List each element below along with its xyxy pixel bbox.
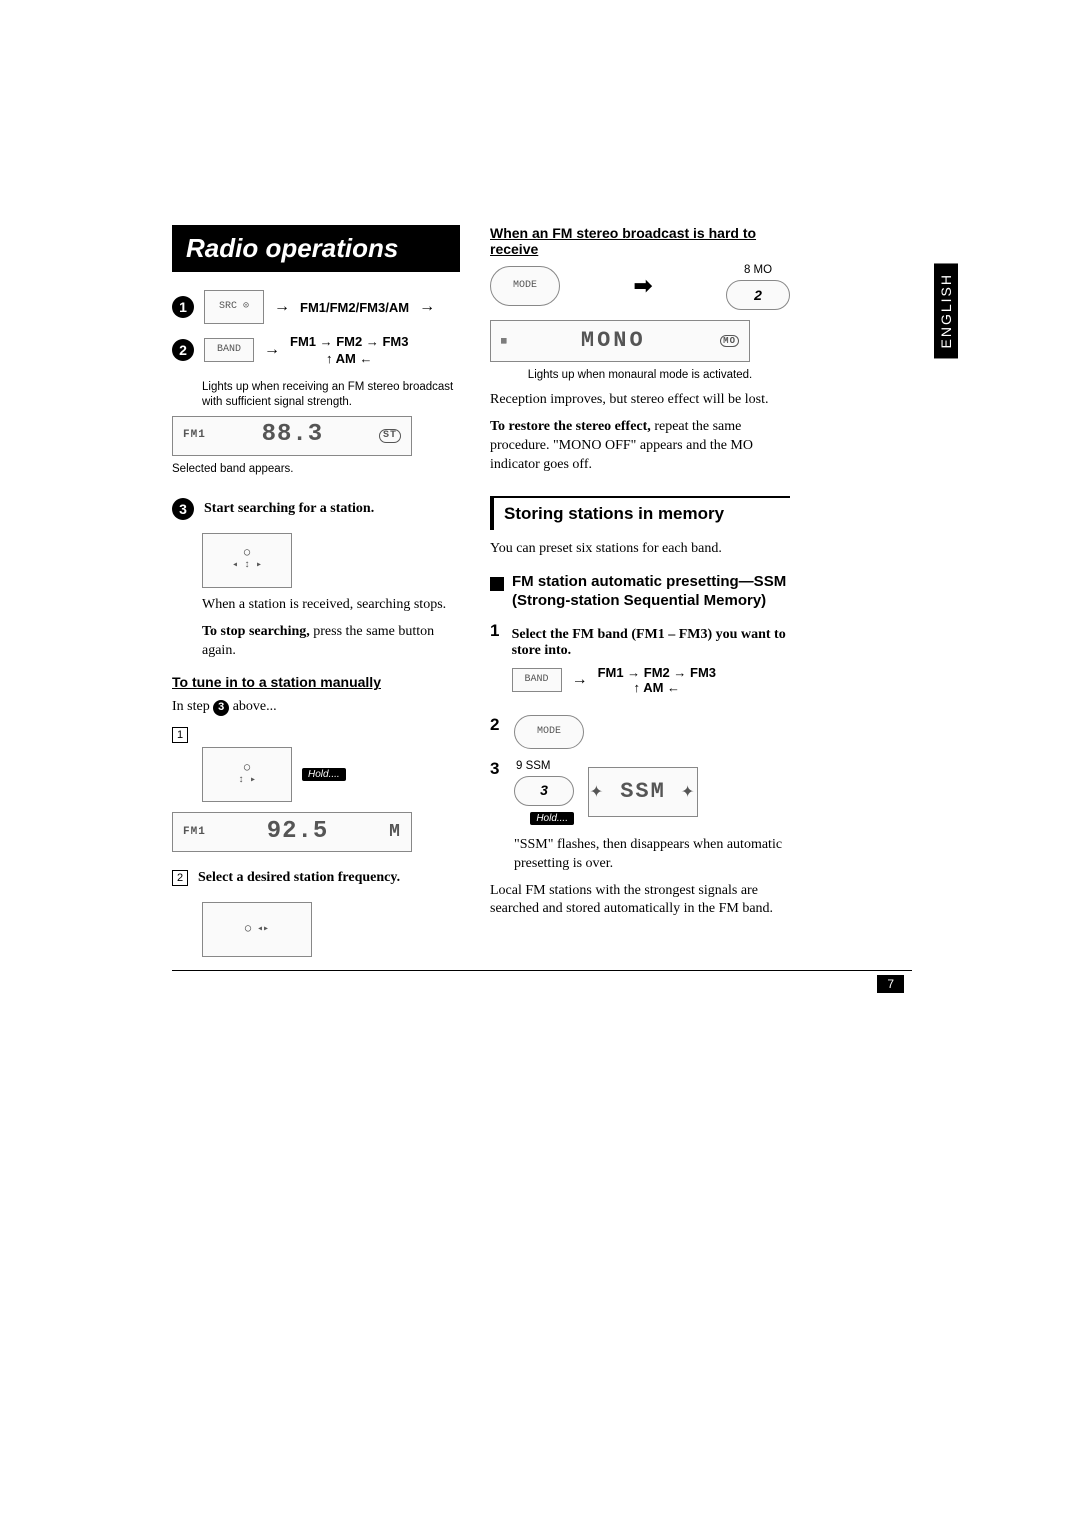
s1-band-bottom: ↑ AM ← <box>598 680 716 695</box>
left-column: Radio operations 1 SRC ⊙ → FM1/FM2/FM3/A… <box>172 225 462 957</box>
arrow-icon: → <box>274 298 290 316</box>
page-title: Radio operations <box>172 225 460 272</box>
manual-step-1-bullet: 1 <box>172 727 188 743</box>
arrow-icon: → <box>419 298 435 316</box>
manual-step-1-diagram-row: ◯↕ ▸ Hold.... <box>202 747 462 802</box>
ssm-btn-label: 9 SSM <box>516 759 574 774</box>
manual-step-1: 1 <box>172 725 462 743</box>
mono-lcd-diagram: ▦ MONO MO <box>490 320 750 362</box>
lcd-display-2: FM1 92.5 M <box>172 812 412 852</box>
mo-button-diagram: 2 <box>726 280 790 310</box>
arrow-icon: → <box>572 671 588 689</box>
preset-text: You can preset six stations for each ban… <box>490 540 790 559</box>
restore-text: To restore the stereo effect, repeat the… <box>490 418 790 475</box>
right-column: When an FM stereo broadcast is hard to r… <box>490 225 790 957</box>
band-cycle-top: FM1 → FM2 → FM3 <box>290 334 408 349</box>
reception-text: Reception improves, but stereo effect wi… <box>490 391 790 410</box>
step-2-bullet: 2 <box>172 339 194 361</box>
hold-label-2: Hold.... <box>530 812 574 825</box>
src-bands-text: FM1/FM2/FM3/AM <box>300 300 409 315</box>
manual-step-2-bullet: 2 <box>172 870 188 886</box>
mode-button-diagram: MODE <box>490 266 560 306</box>
ssm-step-3-num: 3 <box>490 759 504 779</box>
lcd-st-indicator: ST <box>379 429 401 443</box>
manual-tune-heading: To tune in to a station manually <box>172 674 462 690</box>
ssm-step-3: 3 9 SSM 3 Hold.... ✦ SSM ✦ <box>490 759 790 826</box>
lcd2-band: FM1 <box>183 826 206 839</box>
ssm-step-2-num: 2 <box>490 715 504 735</box>
page-number: 7 <box>877 975 904 993</box>
square-bullet-icon <box>490 577 504 591</box>
band-button-diagram-2: BAND <box>512 668 562 692</box>
step-3: 3 Start searching for a station. <box>172 495 462 523</box>
step-3-text: Start searching for a station. <box>204 501 374 517</box>
arrow-icon: → <box>264 341 280 359</box>
dial-diagram: ◯◂ ↕ ▸ <box>202 533 292 588</box>
mono-caption: Lights up when monaural mode is activate… <box>490 368 790 383</box>
lcd-display-1: FM1 88.3 ST <box>172 416 412 456</box>
manual-step-2: 2 Select a desired station frequency. <box>172 864 462 892</box>
received-text: When a station is received, searching st… <box>202 596 462 615</box>
lcd-freq: 88.3 <box>262 421 324 450</box>
lcd2-m: M <box>389 822 401 844</box>
ssm-step-1: 1 Select the FM band (FM1 – FM3) you wan… <box>490 621 790 705</box>
ssm-step-1-text: Select the FM band (FM1 – FM3) you want … <box>512 627 790 659</box>
ssm-flash-text: "SSM" flashes, then disappears when auto… <box>514 836 790 874</box>
ssm-heading-text: FM station automatic presetting—SSM (Str… <box>512 573 790 611</box>
dial-side-diagram: ◯ ◂▸ <box>202 902 312 957</box>
lcd-band: FM1 <box>183 429 206 442</box>
band-cycle-bottom: ↑ AM ← <box>290 351 408 366</box>
local-fm-text: Local FM stations with the strongest sig… <box>490 882 790 920</box>
mo-indicator: MO <box>720 335 739 348</box>
language-tab: ENGLISH <box>934 263 958 358</box>
dial-hold-diagram: ◯↕ ▸ <box>202 747 292 802</box>
selected-band-caption: Selected band appears. <box>172 462 462 477</box>
manual-step-2-text: Select a desired station frequency. <box>198 870 400 886</box>
mono-text: MONO <box>581 328 646 354</box>
s1-band-top: FM1 → FM2 → FM3 <box>598 665 716 680</box>
storing-section-heading: Storing stations in memory <box>490 496 790 530</box>
band-button-diagram: BAND <box>204 338 254 362</box>
mode-mo-row: MODE ➡ 8 MO 2 <box>490 263 790 310</box>
src-button-diagram: SRC ⊙ <box>204 290 264 324</box>
hard-receive-heading: When an FM stereo broadcast is hard to r… <box>490 225 790 257</box>
step-1-bullet: 1 <box>172 296 194 318</box>
manual-intro: In step 3 above... <box>172 698 462 717</box>
step-1: 1 SRC ⊙ → FM1/FM2/FM3/AM → <box>172 290 462 324</box>
hold-label: Hold.... <box>302 768 346 781</box>
ssm-step-1-num: 1 <box>490 621 502 641</box>
arrow-icon: ➡ <box>634 273 652 299</box>
stop-searching-text: To stop searching, press the same button… <box>202 623 462 661</box>
mode-button-diagram-2: MODE <box>514 715 584 749</box>
ssm-heading: FM station automatic presetting—SSM (Str… <box>490 573 790 611</box>
step-2: 2 BAND → FM1 → FM2 → FM3 ↑ AM ← <box>172 334 462 366</box>
lcd2-freq: 92.5 <box>267 818 329 847</box>
step-3-bullet: 3 <box>172 498 194 520</box>
ssm-step-2: 2 MODE <box>490 715 790 749</box>
mo-btn-label: 8 MO <box>726 263 790 278</box>
stereo-caption: Lights up when receiving an FM stereo br… <box>202 380 462 410</box>
ssm-lcd-diagram: ✦ SSM ✦ <box>588 767 698 817</box>
page-footer: 7 <box>172 970 912 977</box>
ssm-button-diagram: 3 <box>514 776 574 806</box>
